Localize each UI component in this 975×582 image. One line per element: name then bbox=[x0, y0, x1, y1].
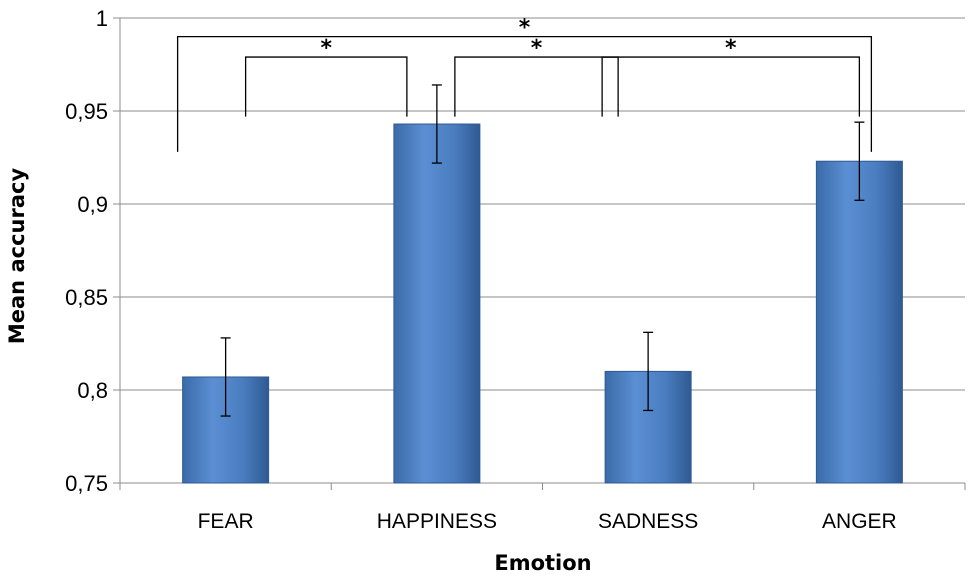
y-axis-title: Mean accuracy bbox=[5, 168, 29, 345]
bar-anger bbox=[815, 160, 903, 484]
y-tick-label: 0,95 bbox=[65, 99, 108, 124]
significance-star: * bbox=[531, 36, 543, 61]
error-bars bbox=[220, 84, 865, 417]
y-tick-labels: 0,75 0,8 0,85 0,9 0,95 1 bbox=[65, 6, 108, 496]
x-tick-label: ANGER bbox=[822, 510, 897, 533]
bars bbox=[182, 123, 903, 484]
x-tick-labels: FEAR HAPPINESS SADNESS ANGER bbox=[198, 510, 897, 533]
y-tick-label: 1 bbox=[96, 6, 108, 31]
significance-star: * bbox=[725, 36, 737, 61]
x-axis-title: Emotion bbox=[494, 551, 591, 575]
y-tick-label: 0,75 bbox=[65, 471, 108, 496]
significance-bracket bbox=[244, 56, 408, 117]
significance-bracket bbox=[454, 56, 619, 117]
significance-star: * bbox=[320, 36, 332, 61]
bar-happiness bbox=[393, 123, 481, 484]
x-tick-label: SADNESS bbox=[598, 510, 698, 533]
significance-star: * bbox=[519, 16, 531, 41]
x-tick-label: HAPPINESS bbox=[377, 510, 497, 533]
y-tick-label: 0,85 bbox=[65, 285, 108, 310]
y-tick-label: 0,9 bbox=[77, 192, 108, 217]
significance-brackets: ** * * bbox=[176, 16, 873, 152]
x-tick-label: FEAR bbox=[198, 510, 254, 533]
significance-bracket bbox=[601, 56, 861, 117]
significance-bracket bbox=[176, 35, 873, 152]
y-tick-label: 0,8 bbox=[77, 378, 108, 403]
